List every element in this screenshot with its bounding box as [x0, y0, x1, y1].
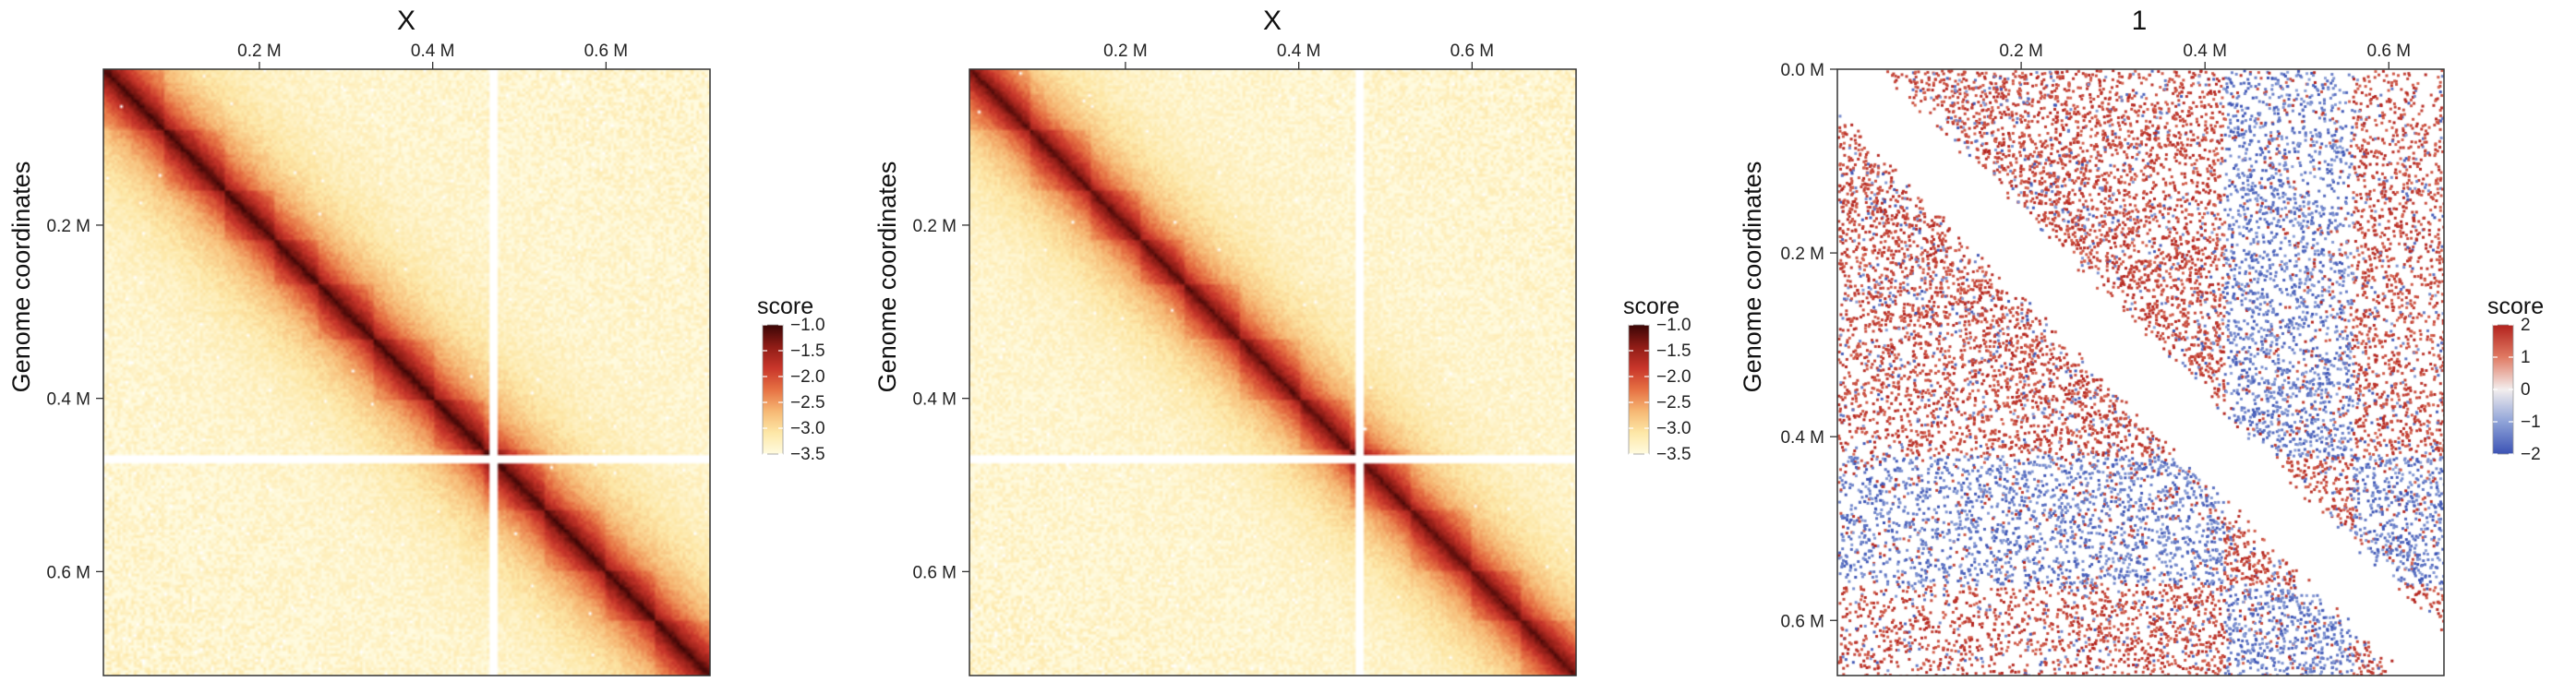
- x-ticks: 0.2 M 0.4 M 0.6 M: [237, 42, 628, 69]
- y-tick-label: 0.2 M: [912, 217, 957, 236]
- legend-tick-label: −1.0: [1656, 316, 1691, 335]
- legend-tick-label: −1.5: [1656, 341, 1691, 361]
- legend-colorbar: [762, 324, 784, 455]
- x-tick-label: 0.2 M: [1999, 42, 2043, 61]
- legend-tick-label: −3.0: [1656, 419, 1691, 438]
- heatmap-image: [969, 69, 1576, 676]
- x-tick-label: 0.4 M: [1277, 42, 1321, 61]
- y-ticks: 0.0 M 0.2 M 0.4 M 0.6 M: [1780, 61, 1837, 631]
- y-tick-label: 0.4 M: [912, 390, 957, 410]
- legend-tick-label: 0: [2521, 380, 2531, 400]
- heatmap-panel-3: 1 Genome coordinates 0.2 M 0.4 M 0.6 M 0.0…: [1739, 6, 2544, 676]
- y-tick-label: 0.2 M: [46, 217, 90, 236]
- heatmap-panel-2: X Genome coordinates 0.2 M 0.4 M 0.6 M 0.2…: [873, 6, 1691, 676]
- x-ticks: 0.2 M 0.4 M 0.6 M: [1999, 42, 2411, 69]
- y-tick-label: 0.6 M: [912, 563, 957, 582]
- y-tick-label: 0.2 M: [1780, 245, 1824, 264]
- heatmap-panel-1: X Genome coordinates 0.2 M 0.4 M 0.6 M 0.2…: [7, 6, 825, 676]
- legend-tick-label: −3.0: [790, 419, 825, 438]
- color-legend: score 2 1 0 −1 −2: [2487, 293, 2544, 464]
- legend-title: score: [757, 293, 813, 319]
- x-tick-label: 0.4 M: [411, 42, 455, 61]
- panel-title: X: [397, 6, 415, 36]
- legend-tick-label: −1.0: [790, 316, 825, 335]
- heatmap-image: [1837, 69, 2444, 676]
- legend-colorbar: [1628, 324, 1650, 455]
- y-ticks: 0.2 M 0.4 M 0.6 M: [46, 217, 103, 582]
- plot-frame: [102, 68, 711, 676]
- legend-tick-label: −1: [2521, 413, 2541, 432]
- y-tick-label: 0.4 M: [46, 390, 90, 410]
- plot-frame: [1836, 68, 2445, 676]
- y-axis-title: Genome coordinates: [1739, 162, 1766, 393]
- y-tick-label: 0.4 M: [1780, 428, 1824, 448]
- x-tick-label: 0.6 M: [2367, 42, 2412, 61]
- y-axis-title: Genome coordinates: [7, 162, 35, 393]
- x-ticks: 0.2 M 0.4 M 0.6 M: [1103, 42, 1494, 69]
- heatmap-image: [103, 69, 710, 676]
- legend-tick-label: −2.5: [1656, 393, 1691, 413]
- plot-frame: [969, 68, 1577, 676]
- y-tick-label: 0.6 M: [46, 563, 90, 582]
- legend-tick-label: −2: [2521, 445, 2541, 464]
- legend-tick-label: −2.0: [790, 367, 825, 387]
- legend-tick-label: −3.5: [1656, 445, 1691, 464]
- legend-tick-label: 1: [2521, 348, 2531, 367]
- panel-title: 1: [2132, 6, 2148, 36]
- x-tick-label: 0.6 M: [584, 42, 629, 61]
- y-ticks: 0.2 M 0.4 M 0.6 M: [912, 217, 969, 582]
- legend-tick-label: −2.0: [1656, 367, 1691, 387]
- x-tick-label: 0.4 M: [2183, 42, 2227, 61]
- legend-tick-label: −3.5: [790, 445, 825, 464]
- panel-title: X: [1263, 6, 1282, 36]
- legend-tick-label: −2.5: [790, 393, 825, 413]
- color-legend: score −1.0 −1.5 −2.0 −2.5 −3.0 −3.5: [1623, 293, 1691, 464]
- x-tick-label: 0.2 M: [1103, 42, 1148, 61]
- legend-tick-label: 2: [2521, 316, 2531, 335]
- legend-title: score: [1623, 293, 1679, 319]
- y-tick-label: 0.6 M: [1780, 612, 1824, 631]
- color-legend: score −1.0 −1.5 −2.0 −2.5 −3.0 −3.5: [757, 293, 825, 464]
- legend-tick-label: −1.5: [790, 341, 825, 361]
- y-axis-title: Genome coordinates: [873, 162, 901, 393]
- legend-title: score: [2487, 293, 2544, 319]
- y-tick-label: 0.0 M: [1780, 61, 1824, 80]
- x-tick-label: 0.2 M: [237, 42, 282, 61]
- x-tick-label: 0.6 M: [1451, 42, 1495, 61]
